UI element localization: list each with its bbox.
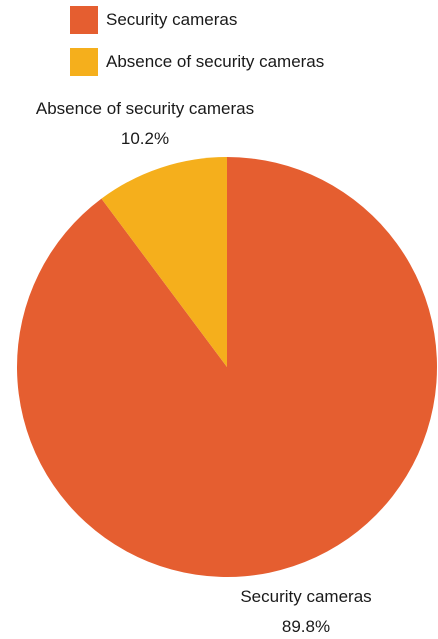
- legend-swatch-security-cameras: [70, 5, 98, 34]
- slice-label-security-cameras: Security cameras: [240, 587, 371, 606]
- pie-slice-security-cameras: [16, 157, 437, 577]
- legend-swatch-absence-of-security-cameras: [70, 47, 98, 76]
- legend-item-security-cameras: Security cameras: [70, 5, 324, 34]
- legend-label-absence-of-security-cameras: Absence of security cameras: [106, 51, 325, 71]
- legend: Security cameras Absence of security cam…: [70, 5, 325, 90]
- legend-item-absence-of-security-cameras: Absence of security cameras: [70, 47, 325, 76]
- legend-label-security-cameras: Security cameras: [106, 9, 238, 29]
- slice-label-absence-of-security-cameras: Absence of security cameras: [36, 99, 254, 118]
- slice-value-security-cameras: 89.8%: [282, 617, 330, 636]
- slice-value-absence-of-security-cameras: 10.2%: [121, 129, 169, 148]
- pie-slice-absence-of-security-cameras: [101, 157, 227, 367]
